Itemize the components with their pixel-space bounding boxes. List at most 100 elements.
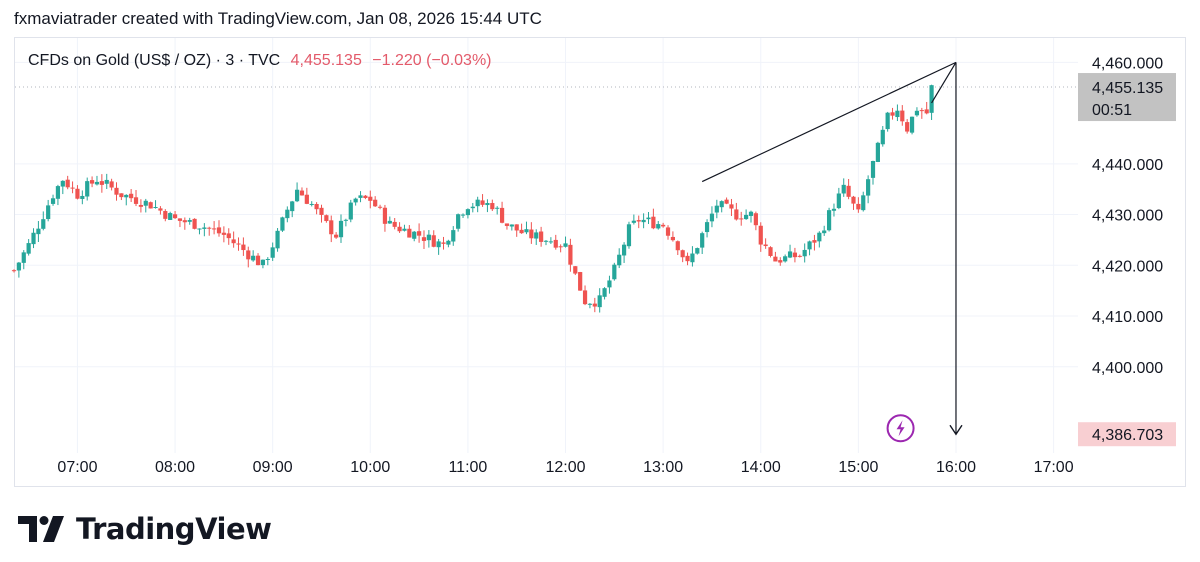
candle (143, 200, 148, 206)
bar-countdown: 00:51 (1092, 102, 1132, 119)
brand-name: TradingView (76, 512, 272, 546)
tradingview-brand[interactable]: TradingView (18, 512, 272, 546)
candle (929, 85, 934, 113)
candle (192, 218, 197, 229)
candle (114, 187, 119, 195)
candle (177, 218, 183, 221)
candle (895, 110, 900, 118)
candle (187, 220, 192, 222)
candle (856, 203, 861, 210)
price-tick-label: 4,460.000 (1092, 55, 1163, 72)
candle (417, 231, 422, 236)
candle (778, 260, 783, 263)
candle (99, 181, 104, 185)
candle (875, 142, 880, 162)
candle (319, 207, 324, 215)
candle (41, 219, 46, 229)
candle (70, 187, 75, 189)
candle (890, 112, 895, 116)
symbol-name: CFDs on Gold (US$ / OZ) · 3 · TVC (28, 52, 281, 69)
candle (812, 240, 817, 243)
candle (148, 202, 153, 209)
candle (348, 202, 353, 220)
candle (826, 210, 832, 231)
candle (26, 243, 31, 254)
candle (343, 219, 348, 221)
candle (719, 201, 724, 208)
candle (236, 243, 241, 245)
candle (748, 211, 754, 216)
candle (753, 213, 758, 226)
candle (665, 227, 671, 236)
candle (60, 180, 65, 187)
last-price-label: 4,455.135 (1092, 80, 1163, 97)
candle (783, 256, 788, 262)
candle (294, 189, 300, 202)
candle (119, 193, 124, 198)
candle (670, 236, 675, 241)
candle (607, 280, 612, 288)
candle (744, 214, 749, 220)
candle (636, 220, 641, 222)
candle (275, 230, 280, 249)
price-tick-label: 4,430.000 (1092, 208, 1163, 225)
candle (353, 198, 358, 203)
candle (631, 220, 636, 223)
candle (661, 224, 666, 227)
candle (880, 129, 885, 145)
time-tick-label: 07:00 (57, 459, 97, 476)
last-price-badge (1078, 73, 1176, 122)
candle (758, 225, 763, 245)
candle (739, 218, 744, 220)
candle (397, 226, 402, 232)
candle (299, 190, 305, 196)
candle (309, 203, 314, 205)
candle (597, 295, 602, 308)
candle (905, 122, 910, 132)
candle (465, 209, 471, 216)
candle (822, 230, 827, 234)
candle (919, 110, 924, 112)
candle (504, 223, 510, 226)
candle (553, 239, 558, 248)
candle (216, 227, 222, 234)
candle (641, 219, 646, 223)
candle (421, 237, 427, 241)
candle (534, 232, 539, 239)
chart-area[interactable] (14, 37, 1186, 487)
time-tick-label: 08:00 (155, 459, 195, 476)
candle (841, 184, 846, 194)
candle (490, 203, 495, 210)
candle (602, 288, 607, 297)
candle (724, 199, 729, 204)
candle (817, 232, 822, 242)
price-tick-label: 4,420.000 (1092, 258, 1163, 275)
candle (138, 204, 143, 207)
time-tick-label: 13:00 (643, 459, 683, 476)
candle (831, 208, 837, 211)
candle (65, 179, 70, 188)
candle (329, 220, 334, 235)
candle (387, 220, 392, 224)
trendline[interactable] (701, 61, 957, 183)
candle (158, 208, 163, 211)
candle (16, 262, 21, 271)
candle (75, 188, 80, 199)
candle (85, 181, 90, 197)
candle (573, 266, 578, 274)
candle (519, 229, 524, 234)
legend-change: −1.220 (−0.03%) (372, 52, 492, 69)
candle (592, 303, 597, 307)
time-tick-label: 11:00 (448, 459, 487, 476)
candle (514, 224, 519, 231)
candle (861, 195, 866, 211)
candle (31, 232, 36, 245)
candle (426, 234, 431, 241)
candle (285, 209, 290, 219)
time-tick-label: 09:00 (253, 459, 293, 476)
candle (46, 205, 51, 220)
candle (368, 196, 373, 201)
time-tick-label: 12:00 (545, 459, 585, 476)
trendline[interactable] (931, 62, 957, 104)
